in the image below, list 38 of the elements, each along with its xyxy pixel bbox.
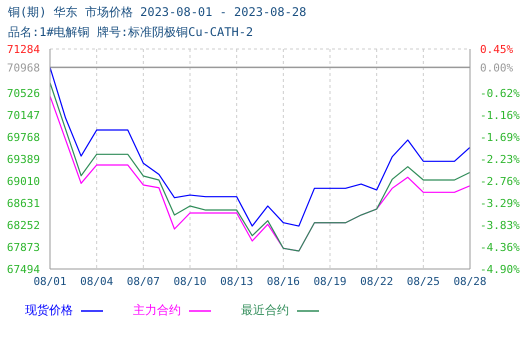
x-tick-label: 08/07 [126,274,160,288]
legend-label: 最近合约 [241,302,289,319]
y-tick-label: 71284 [6,43,40,56]
y2-tick-label: -3.29% [480,196,520,210]
y-tick-label: 68252 [6,219,40,232]
x-tick-label: 08/25 [406,274,440,288]
x-tick-label: 08/04 [80,274,114,288]
y-tick-label: 68631 [6,197,40,210]
x-tick-label: 08/19 [313,274,347,288]
y2-tick-label: -4.36% [480,240,520,254]
y-tick-label: 70968 [6,61,40,74]
x-tick-label: 08/01 [33,274,67,288]
y2-tick-label: -4.90% [480,263,520,276]
y-tick-label: 70526 [6,87,40,100]
line-series [50,66,470,227]
y2-tick-label: -3.83% [480,219,520,232]
y-tick-label: 67494 [6,263,40,276]
y-tick-label: 69768 [6,131,40,144]
legend-label: 现货价格 [25,302,73,319]
legend-label: 主力合约 [133,302,181,319]
x-tick-label: 08/28 [453,274,487,288]
x-tick-label: 08/16 [266,274,300,288]
y-tick-label: 70147 [6,109,40,122]
y2-tick-label: 0.00% [480,62,514,75]
x-tick-label: 08/22 [360,274,394,288]
y2-tick-label: -0.62% [480,87,520,100]
y2-tick-label: -1.69% [480,131,520,144]
y-tick-label: 69010 [6,175,40,188]
y2-tick-label: -2.23% [480,153,520,166]
chart-title: 铜(期) 华东 市场价格 2023-08-01 - 2023-08-28 [8,4,306,21]
y-tick-label: 69389 [6,153,40,166]
y2-tick-label: -1.16% [480,109,520,122]
chart-subtitle: 品名:1#电解铜 牌号:标准阴极铜Cu-CATH-2 [8,24,254,41]
y-tick-label: 67873 [6,241,40,254]
x-tick-label: 08/13 [220,274,254,288]
y2-tick-label: -2.76% [480,175,520,188]
y2-tick-label: 0.45% [480,43,514,56]
x-tick-label: 08/10 [173,274,207,288]
